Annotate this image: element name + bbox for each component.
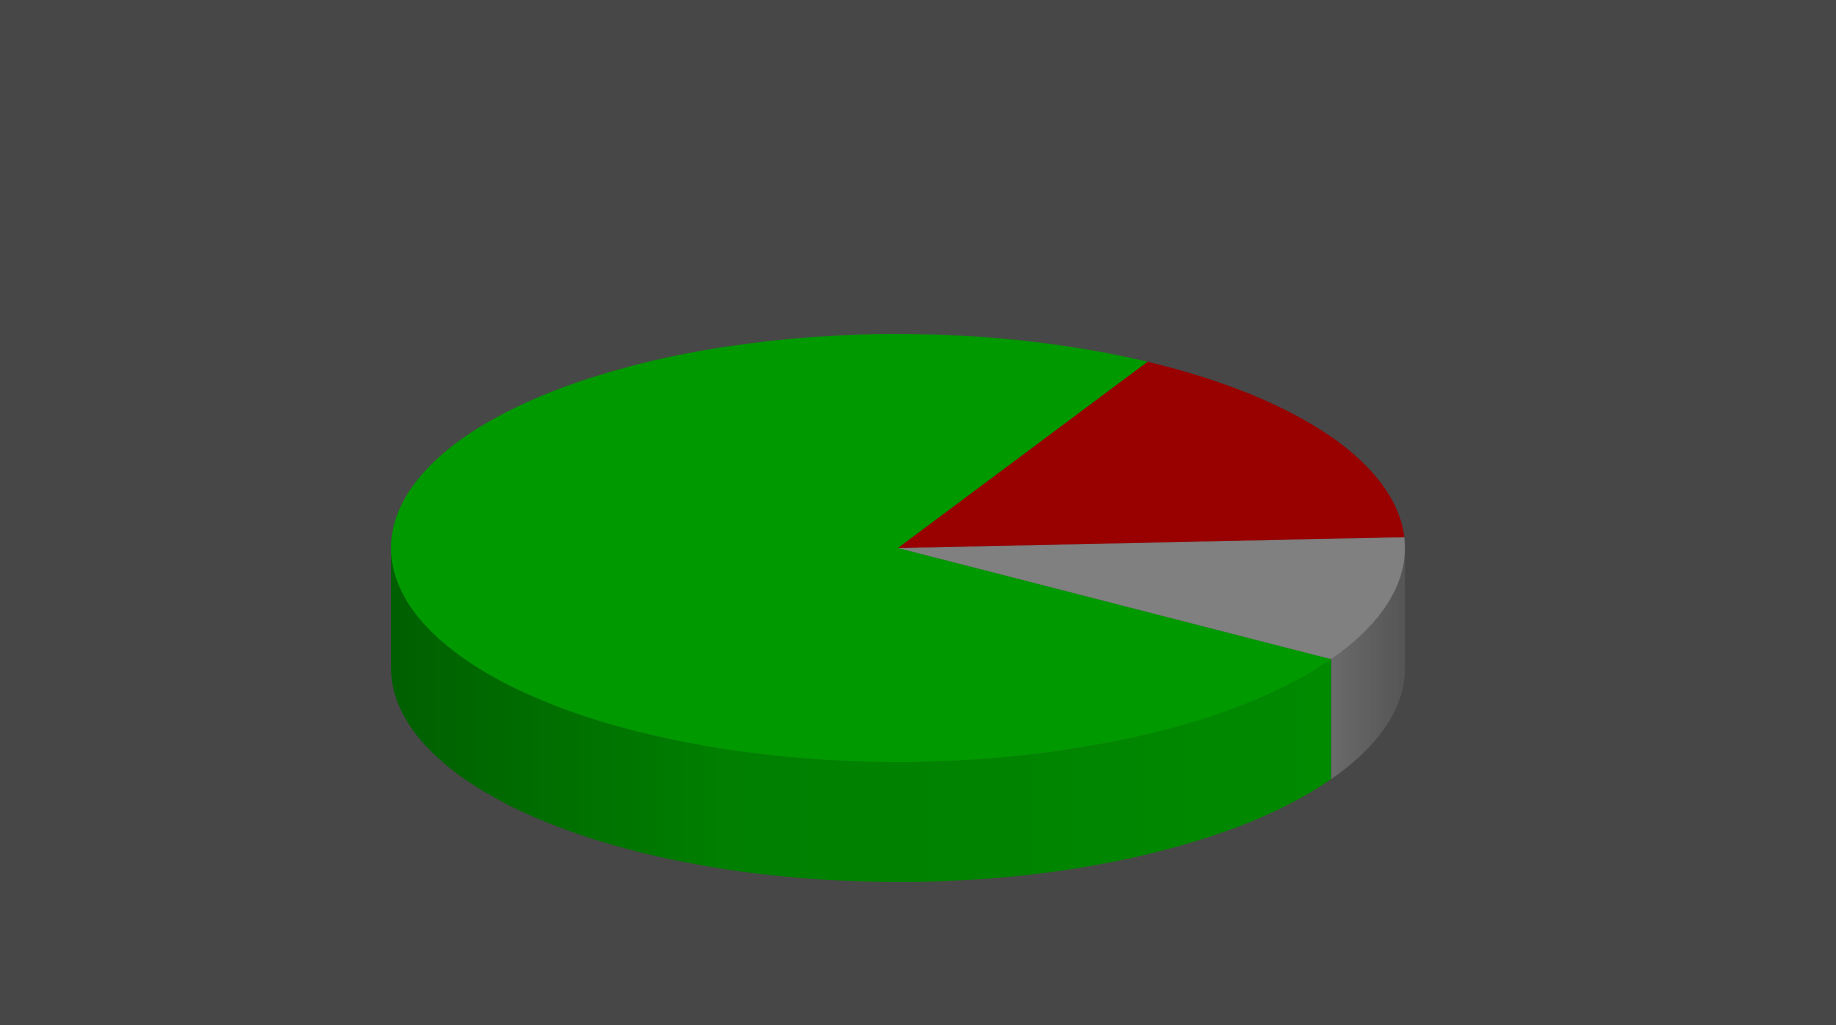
pie-top-faces	[390, 333, 1405, 762]
pie-slice-2	[898, 537, 1405, 660]
pie-slice-side-2	[1331, 548, 1405, 780]
pie-side-walls	[390, 548, 1405, 882]
pie-slice-side-1	[390, 548, 1332, 882]
pie-slice-3	[898, 361, 1405, 548]
pie-slice-1	[390, 333, 1332, 762]
